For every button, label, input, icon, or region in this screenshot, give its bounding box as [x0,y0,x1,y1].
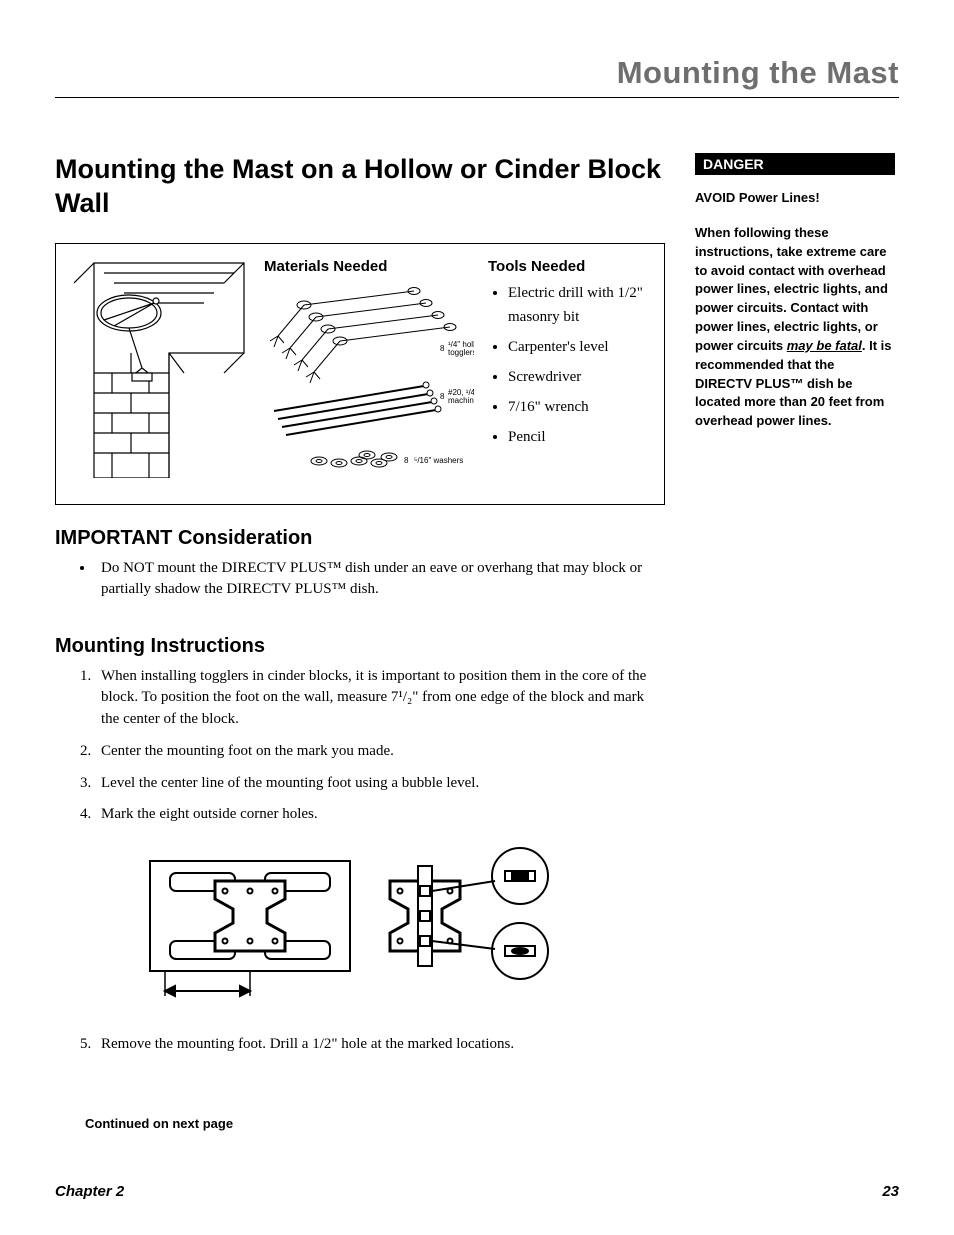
foot-block-diagram [55,841,665,1016]
tools-column: Tools Needed Electric drill with 1/2" ma… [488,258,646,486]
materials-column: Materials Needed [74,258,474,486]
washers-label: ⁵/16" washers [414,456,463,465]
instruction-step: Center the mounting foot on the mark you… [95,741,665,763]
page-footer: Chapter 2 23 [55,1183,899,1200]
svg-text:8: 8 [404,456,409,465]
tool-item: Carpenter's level [508,335,646,359]
danger-badge: DANGER [695,153,895,175]
content-column: Mounting the Mast on a Hollow or Cinder … [55,153,665,1131]
instructions-list: When installing togglers in cinder block… [55,666,665,827]
tool-item: Electric drill with 1/2" masonry bit [508,281,646,329]
screws-label: #20, ¹/4 x 3"machine screw [448,388,474,405]
running-header: Mounting the Mast [55,55,899,98]
tools-list: Electric drill with 1/2" masonry bit Car… [488,281,646,449]
sidebar-warning-body: When following these instructions, take … [695,224,895,431]
consideration-heading: IMPORTANT Consideration [55,527,665,550]
materials-tools-box: Materials Needed [55,243,665,505]
dish-wall-diagram [74,258,254,486]
instruction-step: When installing togglers in cinder block… [95,666,665,731]
instructions-list-cont: Remove the mounting foot. Drill a 1/2" h… [55,1034,665,1056]
tools-heading: Tools Needed [488,258,646,275]
sidebar-column: DANGER AVOID Power Lines! When following… [695,153,895,1131]
continued-note: Continued on next page [85,1116,665,1131]
tool-item: 7/16" wrench [508,395,646,419]
sidebar-avoid: AVOID Power Lines! [695,189,895,208]
togglers-label: ¹/4" hollow walltogglers [448,340,474,357]
instruction-step: Mark the eight outside corner holes. [95,804,665,826]
tool-item: Pencil [508,425,646,449]
section-title: Mounting the Mast on a Hollow or Cinder … [55,153,665,221]
svg-text:8: 8 [440,344,445,353]
materials-items: Materials Needed [264,258,474,486]
consideration-list: Do NOT mount the DIRECTV PLUS™ dish unde… [55,558,665,600]
chapter-label: Chapter 2 [55,1183,124,1200]
main-columns: Mounting the Mast on a Hollow or Cinder … [55,153,899,1131]
tool-item: Screwdriver [508,365,646,389]
instruction-step: Remove the mounting foot. Drill a 1/2" h… [95,1034,665,1056]
instruction-step: Level the center line of the mounting fo… [95,773,665,795]
materials-heading: Materials Needed [264,258,474,275]
page-number: 23 [882,1183,899,1200]
consideration-item: Do NOT mount the DIRECTV PLUS™ dish unde… [95,558,665,600]
instructions-heading: Mounting Instructions [55,635,665,658]
svg-text:8: 8 [440,392,445,401]
